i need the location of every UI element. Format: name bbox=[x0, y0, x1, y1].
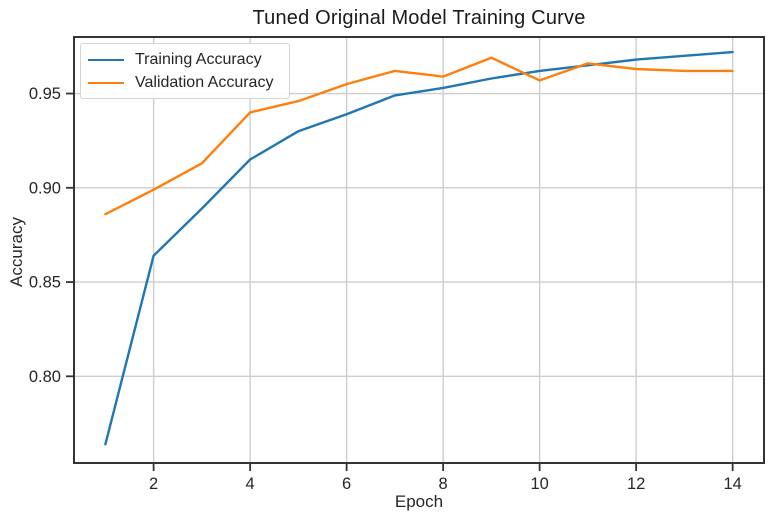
chart-title: Tuned Original Model Training Curve bbox=[252, 7, 586, 29]
axes-spines bbox=[73, 36, 765, 464]
y-tick-label: 0.85 bbox=[29, 274, 61, 292]
validation-accuracy-line-sample bbox=[88, 81, 124, 84]
legend: Training Accuracy Validation Accuracy bbox=[80, 43, 291, 99]
y-tick-label: 0.95 bbox=[29, 85, 61, 103]
legend-item-validation-accuracy: Validation Accuracy bbox=[88, 72, 273, 93]
training-accuracy-line bbox=[104, 50, 734, 446]
validation-accuracy-line bbox=[104, 56, 734, 216]
x-tick-label: 4 bbox=[246, 475, 255, 493]
legend-label-validation-accuracy: Validation Accuracy bbox=[135, 73, 274, 91]
training-accuracy-line-sample bbox=[88, 58, 124, 61]
x-axis-label: Epoch bbox=[394, 492, 444, 511]
x-tick-label: 2 bbox=[149, 475, 158, 493]
x-tick-label: 10 bbox=[530, 475, 548, 493]
legend-item-training-accuracy: Training Accuracy bbox=[88, 49, 273, 70]
y-tick-label: 0.90 bbox=[29, 179, 61, 197]
legend-label-training-accuracy: Training Accuracy bbox=[135, 50, 262, 68]
y-tick-label: 0.80 bbox=[29, 368, 61, 386]
x-tick-label: 14 bbox=[723, 475, 741, 493]
x-tick-label: 6 bbox=[342, 475, 351, 493]
x-tick-label: 12 bbox=[627, 475, 645, 493]
x-tick-label: 8 bbox=[439, 475, 448, 493]
